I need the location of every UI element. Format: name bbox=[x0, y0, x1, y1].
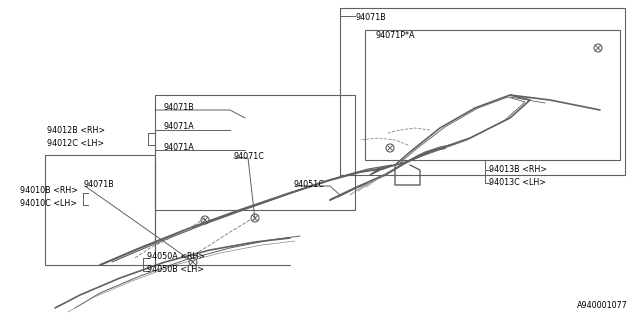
Text: 94010C <LH>: 94010C <LH> bbox=[20, 199, 77, 208]
Text: 94071A: 94071A bbox=[164, 143, 195, 152]
Bar bbox=[365, 30, 620, 160]
Text: 94010B <RH>: 94010B <RH> bbox=[20, 186, 78, 195]
Text: 94071A: 94071A bbox=[164, 122, 195, 131]
Text: 94071B: 94071B bbox=[356, 13, 387, 22]
Bar bbox=[45, 155, 155, 265]
Text: 94071C: 94071C bbox=[234, 152, 265, 161]
Text: 94051C: 94051C bbox=[294, 180, 325, 189]
Text: 94050B <LH>: 94050B <LH> bbox=[147, 265, 204, 274]
Text: 94013C <LH>: 94013C <LH> bbox=[489, 178, 546, 187]
Text: 94013B <RH>: 94013B <RH> bbox=[489, 165, 547, 174]
Text: 94071P*A: 94071P*A bbox=[375, 31, 415, 40]
Text: 94012B <RH>: 94012B <RH> bbox=[47, 126, 105, 135]
Bar bbox=[340, 8, 625, 175]
Text: 94050A <RH>: 94050A <RH> bbox=[147, 252, 205, 261]
Text: 94012C <LH>: 94012C <LH> bbox=[47, 139, 104, 148]
Text: 94071B: 94071B bbox=[84, 180, 115, 189]
Text: 94071B: 94071B bbox=[164, 103, 195, 112]
Bar bbox=[155, 95, 355, 210]
Text: A940001077: A940001077 bbox=[577, 301, 628, 310]
